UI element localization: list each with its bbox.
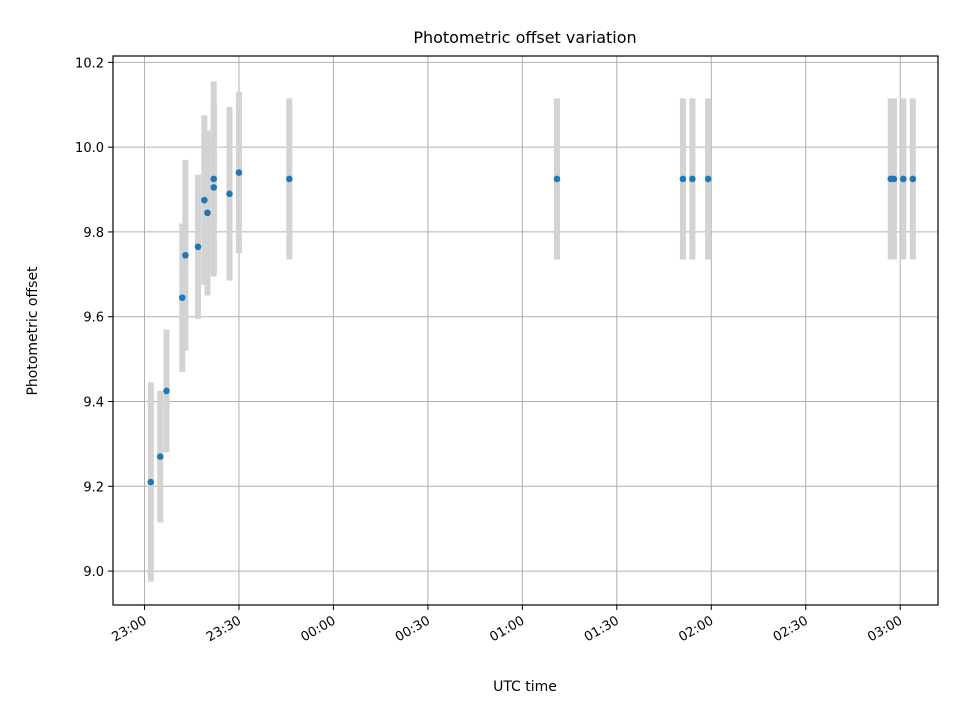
data-point — [679, 175, 687, 183]
x-tick-label: 02:00 — [676, 613, 716, 645]
error-bars — [147, 81, 916, 582]
data-point — [194, 243, 202, 251]
data-point — [163, 387, 170, 395]
data-point — [201, 196, 208, 204]
data-points — [147, 169, 917, 486]
data-point — [182, 251, 189, 259]
x-tick-label: 00:00 — [298, 613, 338, 645]
data-point — [210, 184, 218, 191]
x-tick-label: 23:00 — [110, 613, 150, 645]
plot-frame — [112, 55, 939, 606]
y-tick-label: 9.8 — [83, 226, 104, 241]
data-point — [210, 175, 218, 183]
data-point — [178, 294, 186, 301]
x-axis-ticks: 23:00 23:30 00:00 00:30 01:00 01:30 02:00 02:30… — [110, 605, 905, 645]
y-tick-label: 9.0 — [83, 565, 104, 580]
y-axis-ticks: 9.0 9.2 9.4 9.6 9.8 10.0 10.2 — [75, 56, 113, 580]
x-tick-label: 01:30 — [582, 613, 622, 645]
y-tick-label: 9.4 — [83, 396, 104, 411]
data-point — [235, 169, 243, 176]
x-tick-label: 02:30 — [771, 613, 811, 645]
grid-lines — [113, 56, 938, 605]
y-tick-label: 9.6 — [83, 311, 104, 326]
x-tick-label: 03:00 — [865, 613, 905, 645]
y-tick-label: 10.2 — [75, 56, 104, 71]
y-tick-label: 10.0 — [75, 141, 104, 156]
data-point — [226, 190, 233, 198]
data-point — [704, 175, 712, 183]
chart-title: Photometric offset variation — [413, 28, 636, 47]
data-point — [890, 175, 898, 183]
data-point — [553, 175, 561, 183]
data-point — [689, 175, 696, 183]
data-point — [286, 175, 293, 183]
data-point — [147, 478, 155, 486]
data-point — [909, 175, 917, 183]
data-point — [204, 209, 211, 217]
x-tick-label: 23:30 — [204, 613, 244, 645]
y-axis-label: Photometric offset — [25, 266, 41, 396]
data-point — [156, 453, 164, 460]
x-axis-label: UTC time — [493, 679, 557, 695]
data-point — [900, 175, 907, 183]
x-tick-label: 01:00 — [487, 613, 527, 645]
x-tick-label: 00:30 — [393, 613, 433, 645]
y-tick-label: 9.2 — [83, 480, 104, 495]
